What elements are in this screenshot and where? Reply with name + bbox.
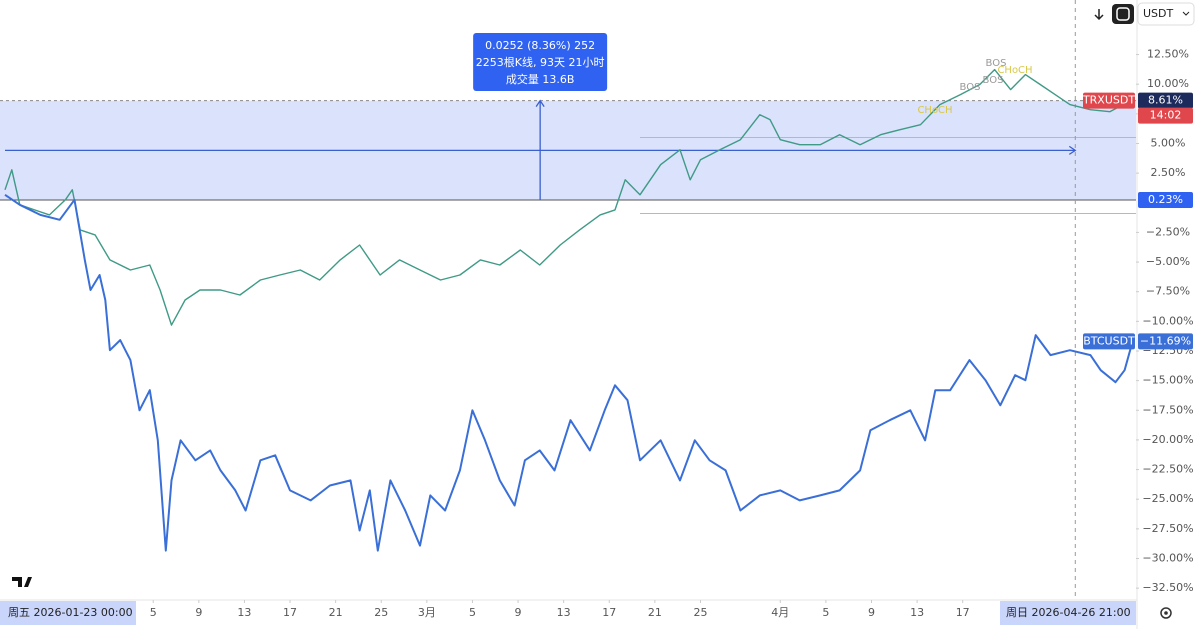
y-tick-label: −2.50% — [1146, 225, 1190, 238]
x-tick-label: 9 — [868, 606, 875, 619]
settings-button[interactable] — [1160, 607, 1172, 619]
x-tick-label: 5 — [150, 606, 157, 619]
annotation: BOS — [986, 58, 1007, 69]
x-tick-label: 13 — [910, 606, 924, 619]
range-low-label-box — [1138, 192, 1193, 209]
y-tick-label: −22.50% — [1142, 463, 1193, 476]
series-line — [4, 193, 1134, 552]
logo-mark — [12, 577, 32, 587]
y-tick-label: 5.00% — [1151, 136, 1186, 149]
x-tick-label: 17 — [283, 606, 297, 619]
x-tick-label: 9 — [195, 606, 202, 619]
series-last-value-box — [1138, 333, 1193, 350]
x-tick-label: 3月 — [418, 606, 436, 619]
dropdown-icon — [1182, 11, 1190, 16]
crosshair-label: 周日 2026-04-26 21:00 — [1006, 606, 1131, 619]
y-tick-label: −7.50% — [1146, 285, 1190, 298]
series-line — [4, 68, 1131, 326]
y-tick-label: −10.00% — [1142, 314, 1193, 327]
y-tick-label: −5.00% — [1146, 255, 1190, 268]
annotation: CHoCH — [917, 105, 952, 116]
plot — [0, 0, 1136, 600]
x-tick-label: 13 — [557, 606, 571, 619]
y-tick-label: −20.00% — [1142, 433, 1193, 446]
crosshair-label-box — [1000, 601, 1136, 625]
measure-arrow — [535, 99, 545, 201]
x-tick-label: 21 — [648, 606, 662, 619]
tooltip-box — [473, 33, 608, 91]
currency-select[interactable] — [1137, 2, 1195, 26]
annotation: CHoCH — [997, 65, 1032, 76]
series-last-value-box — [1138, 92, 1193, 109]
x-tick-label: 25 — [374, 606, 388, 619]
series-name-box — [1083, 333, 1135, 350]
settings-icon — [1160, 607, 1172, 619]
y-tick-label: −15.00% — [1142, 374, 1193, 387]
x-tick-label: 9 — [515, 606, 522, 619]
download-icon — [1094, 9, 1104, 21]
x-tick-label: 21 — [329, 606, 343, 619]
fullscreen-icon — [1116, 7, 1130, 21]
annotation: BOS — [983, 75, 1004, 86]
y-tick-label: −17.50% — [1142, 403, 1193, 416]
x-tick-label: 5 — [469, 606, 476, 619]
logo — [12, 577, 32, 587]
series-name-box — [1083, 92, 1135, 109]
x-tick-label: 17 — [956, 606, 970, 619]
currency: USDT — [1143, 7, 1174, 20]
x-tick-label: 13 — [237, 606, 251, 619]
x-tick-label: 25 — [693, 606, 707, 619]
y-tick-label: 12.50% — [1147, 48, 1189, 61]
series-last-value: 8.61% — [1148, 94, 1183, 107]
y-tick-label: −30.00% — [1142, 551, 1193, 564]
y-tick-label: 10.00% — [1147, 77, 1189, 90]
annotation: BOS — [960, 82, 981, 93]
y-tick-label: −25.00% — [1142, 492, 1193, 505]
tooltip-line: 2253根K线, 93天 21小时 — [476, 55, 605, 69]
countdown: 14:02 — [1150, 109, 1182, 122]
series-name: BTCUSDT — [1083, 334, 1135, 347]
x-tick-label: 5 — [822, 606, 829, 619]
range-low-label: 0.23% — [1148, 193, 1183, 206]
tooltip-line: 成交量 13.6B — [506, 72, 575, 86]
series-name: TRXUSDT — [1082, 94, 1135, 107]
countdown-box — [1138, 107, 1193, 124]
fullscreen-button[interactable] — [1112, 4, 1134, 24]
x-tick-label: 17 — [602, 606, 616, 619]
settings-icon — [1164, 611, 1168, 615]
tooltip-line: 0.0252 (8.36%) 252 — [485, 39, 595, 52]
y-tick-label: −27.50% — [1142, 522, 1193, 535]
y-tick-label: 2.50% — [1151, 166, 1186, 179]
x-tick-label: 4月 — [771, 606, 789, 619]
toolbar: USDT — [1089, 2, 1195, 26]
crosshair-label-box — [0, 601, 136, 625]
series-last-value: −11.69% — [1140, 334, 1191, 347]
y-tick-label: −32.50% — [1142, 581, 1193, 594]
crosshair-label: 周五 2026-01-23 00:00 — [8, 606, 133, 619]
